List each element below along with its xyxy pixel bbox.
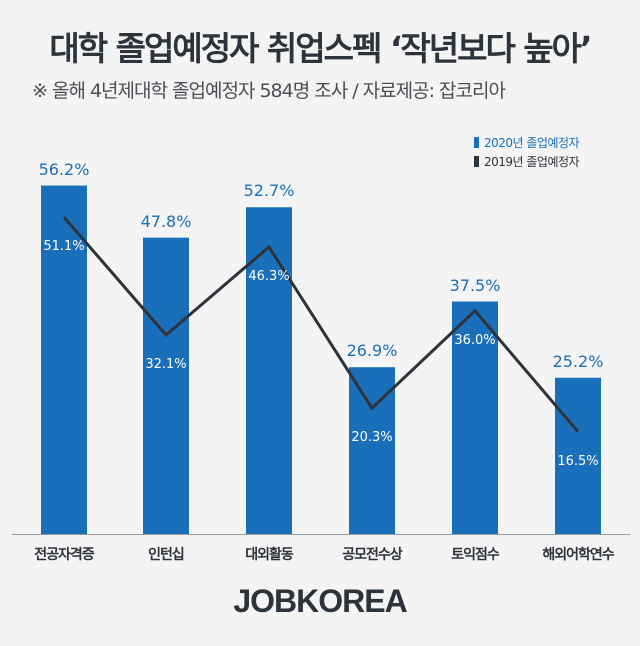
category-label: 공모전수상: [342, 547, 402, 563]
bar-1: [143, 237, 189, 534]
category-label: 토익점수: [451, 547, 500, 563]
category-label: 인턴십: [148, 547, 185, 563]
legend-label-2019: 2019년 졸업예정자: [484, 155, 580, 169]
bar-value-label: 26.9%: [346, 341, 398, 361]
legend-item-2020: 2020년 졸업예정자: [474, 133, 580, 152]
line-value-label: 20.3%: [351, 430, 393, 446]
line-series-2019: [62, 216, 580, 433]
bar-value-label: 47.8%: [140, 211, 192, 231]
line-value-label: 16.5%: [557, 453, 599, 469]
legend-swatch-2019: [474, 156, 479, 167]
chart-subtitle: ※ 올해 4년제대학 졸업예정자 584명 조사 / 자료제공: 잡코리아: [32, 80, 506, 102]
bar-0: [41, 185, 87, 534]
bar-value-label: 25.2%: [552, 351, 604, 371]
legend: 2020년 졸업예정자 2019년 졸업예정자: [474, 133, 580, 171]
legend-swatch-2020: [474, 137, 479, 148]
bar-value-label: 52.7%: [243, 181, 295, 201]
category-label: 전공자격증: [34, 547, 94, 563]
bar-value-label: 37.5%: [449, 275, 501, 295]
bar-series-2020: [41, 185, 601, 534]
line-value-label: 46.3%: [248, 268, 290, 284]
bar-2: [246, 207, 292, 534]
jobkorea-logo: JOBKOREA: [233, 583, 407, 619]
chart-title: 대학 졸업예정자 취업스펙 ‘작년보다 높아’: [49, 29, 592, 68]
category-label: 대외활동: [245, 547, 294, 563]
line-value-label: 36.0%: [454, 332, 496, 348]
line-value-label: 51.1%: [43, 239, 85, 255]
bar-5: [555, 377, 601, 534]
bar-value-label: 56.2%: [38, 159, 90, 179]
legend-item-2019: 2019년 졸업예정자: [474, 152, 580, 171]
bar-4: [452, 301, 498, 534]
line-value-label: 32.1%: [145, 356, 187, 372]
category-label: 해외어학연수: [542, 547, 614, 563]
legend-label-2020: 2020년 졸업예정자: [484, 136, 580, 150]
